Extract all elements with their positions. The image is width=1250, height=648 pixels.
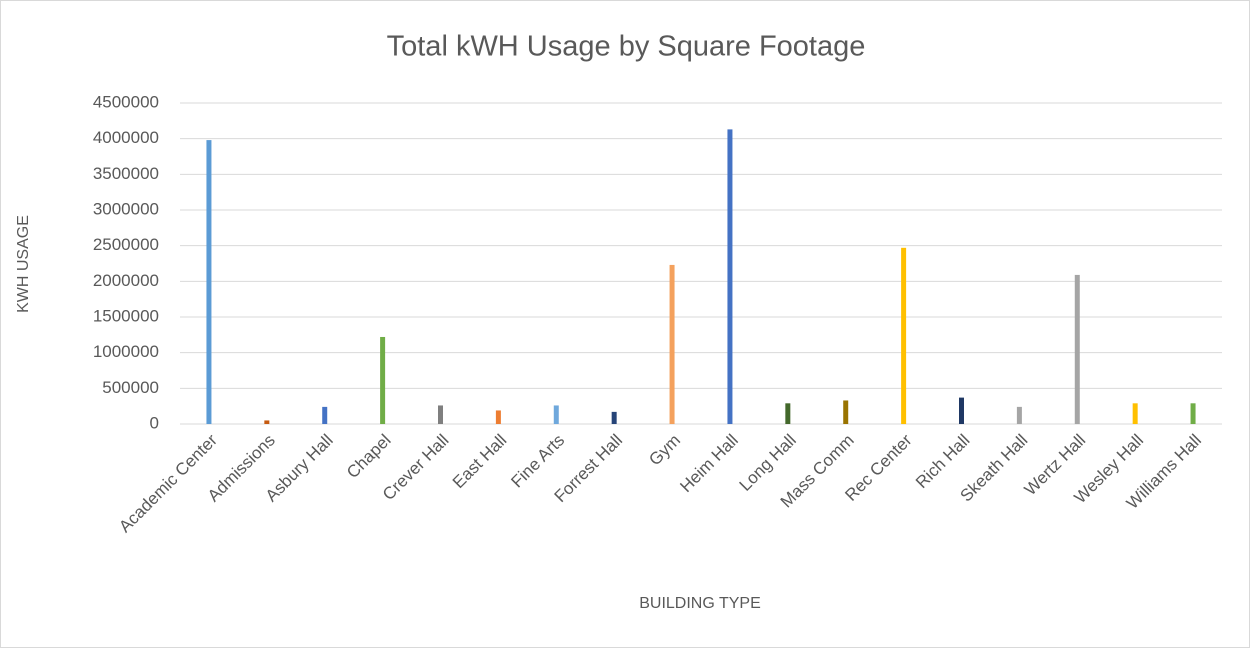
bar <box>206 140 212 425</box>
bar <box>901 247 907 424</box>
bar <box>495 410 501 424</box>
bar <box>1132 403 1138 424</box>
bar <box>843 400 849 424</box>
y-tick-label: 3500000 <box>93 164 159 183</box>
y-tick-label: 2000000 <box>93 271 159 290</box>
y-tick-label: 4000000 <box>93 128 159 147</box>
y-tick-label: 0 <box>150 413 159 432</box>
bar <box>380 336 386 424</box>
bar <box>785 403 791 424</box>
bar <box>1074 274 1080 424</box>
x-axis-title: BUILDING TYPE <box>639 595 761 612</box>
bar <box>264 420 270 424</box>
bar <box>611 411 617 424</box>
bar <box>1190 403 1196 424</box>
chart-title: Total kWH Usage by Square Footage <box>387 31 866 63</box>
bar <box>438 405 443 424</box>
bar <box>669 264 675 424</box>
y-tick-label: 4500000 <box>93 92 159 111</box>
bar <box>727 129 733 425</box>
bar <box>553 405 559 424</box>
bar <box>322 406 328 424</box>
y-axis-title: KWH USAGE <box>15 215 32 313</box>
y-tick-label: 500000 <box>102 378 159 397</box>
y-tick-label: 2500000 <box>93 235 159 254</box>
y-tick-label: 1000000 <box>93 342 159 361</box>
y-tick-label: 3000000 <box>93 199 159 218</box>
bar <box>959 397 964 424</box>
bar <box>1016 406 1022 424</box>
y-tick-label: 1500000 <box>93 306 159 325</box>
